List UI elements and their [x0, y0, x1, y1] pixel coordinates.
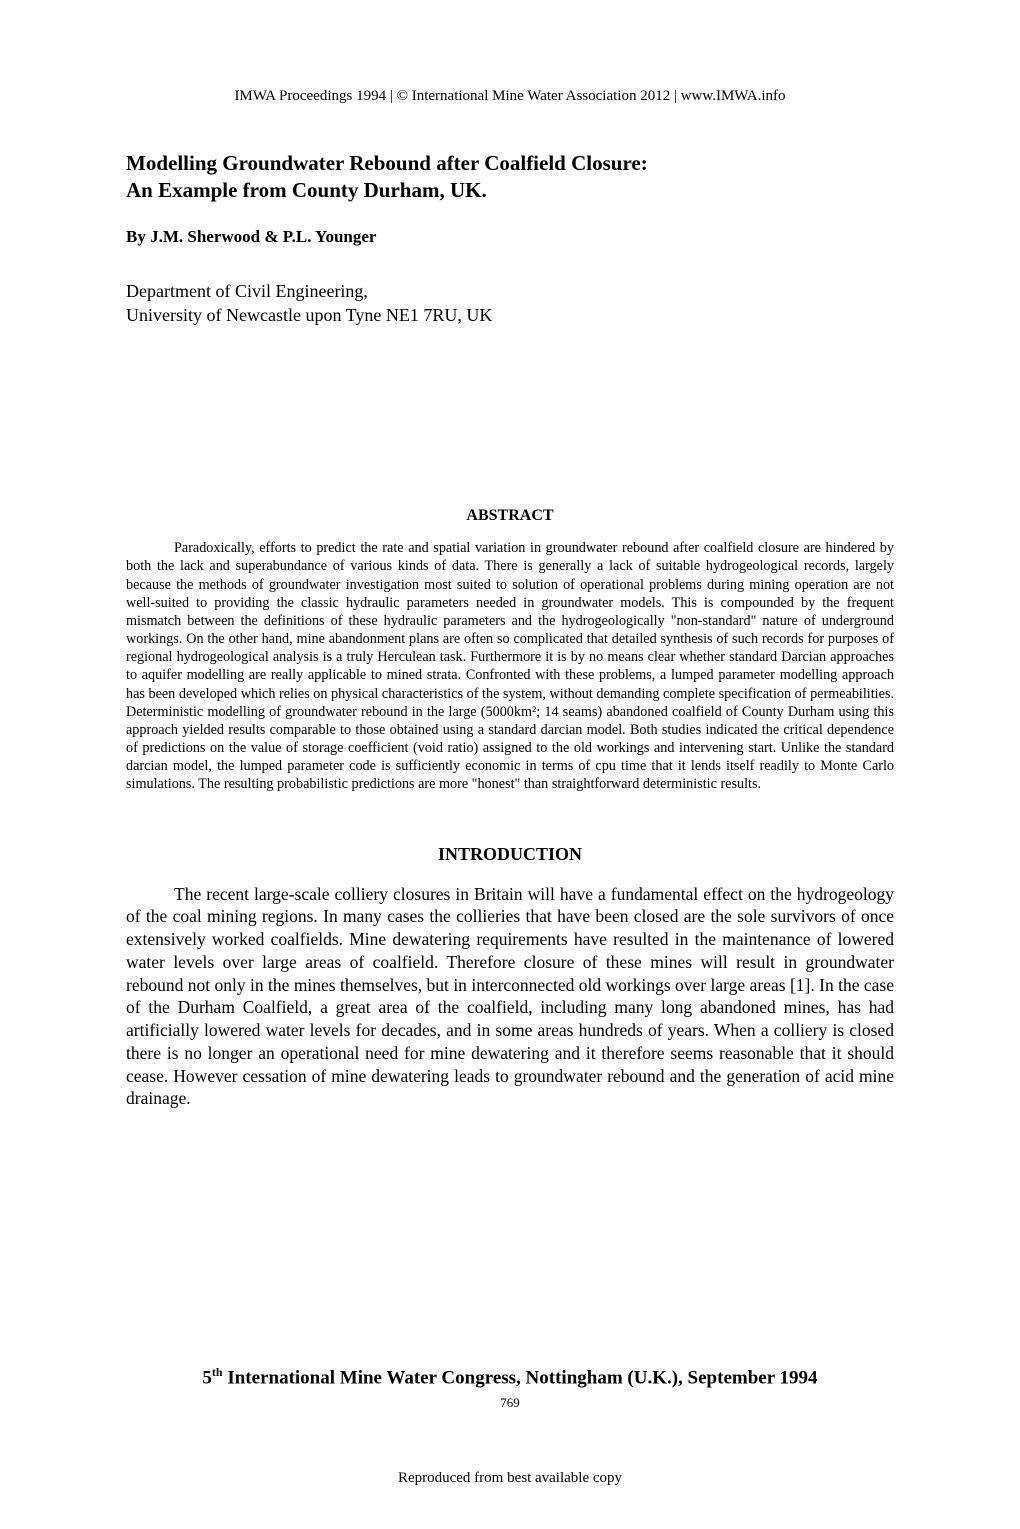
paper-title: Modelling Groundwater Rebound after Coal… [126, 150, 894, 205]
ordinal-number: 5 [202, 1367, 212, 1388]
introduction-body: The recent large-scale colliery closures… [126, 883, 894, 1111]
title-line-1: Modelling Groundwater Rebound after Coal… [126, 151, 648, 175]
affiliation-line-1: Department of Civil Engineering, [126, 281, 368, 301]
paper-content: Modelling Groundwater Rebound after Coal… [126, 150, 894, 1110]
title-line-2: An Example from County Durham, UK. [126, 178, 487, 202]
affiliation-line-2: University of Newcastle upon Tyne NE1 7R… [126, 305, 492, 325]
proceedings-header: IMWA Proceedings 1994 | © International … [0, 88, 1020, 105]
abstract-body: Paradoxically, efforts to predict the ra… [126, 539, 894, 793]
introduction-heading: INTRODUCTION [126, 844, 894, 865]
author-affiliation: Department of Civil Engineering, Univers… [126, 279, 894, 328]
ordinal-suffix: th [212, 1365, 223, 1379]
page-number: 769 [0, 1395, 1020, 1411]
author-byline: By J.M. Sherwood & P.L. Younger [126, 227, 894, 247]
abstract-heading: ABSTRACT [126, 507, 894, 525]
reproduction-note: Reproduced from best available copy [0, 1470, 1020, 1487]
congress-name: International Mine Water Congress, Notti… [223, 1367, 818, 1388]
congress-footer: 5th International Mine Water Congress, N… [126, 1365, 894, 1389]
